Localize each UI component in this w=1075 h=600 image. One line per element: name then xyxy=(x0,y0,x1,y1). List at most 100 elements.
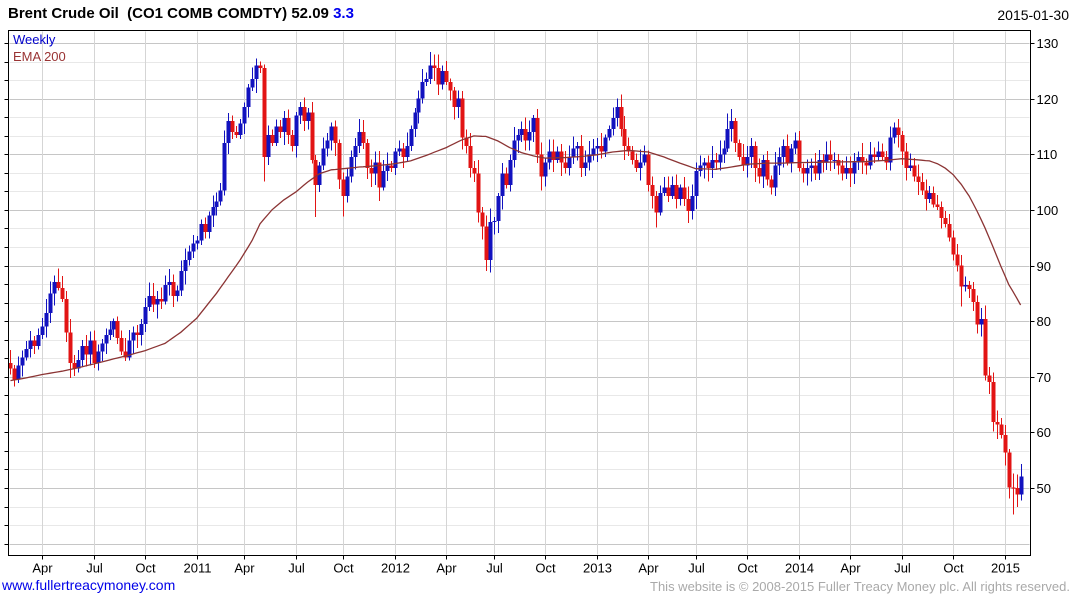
candle-body-down xyxy=(674,184,679,199)
candle-body-down xyxy=(975,302,980,325)
candle-body-down xyxy=(951,237,956,255)
candle-body-down xyxy=(634,159,639,169)
candle-body-down xyxy=(369,168,374,174)
x-axis-label: Oct xyxy=(737,561,758,576)
candle-body-up xyxy=(809,165,814,169)
plot-frame xyxy=(8,30,1031,556)
candle-body-down xyxy=(203,223,208,233)
candle-body-down xyxy=(468,145,473,169)
candle-body-down xyxy=(848,168,853,174)
candle-body-up xyxy=(36,335,41,347)
candle-body-up xyxy=(908,165,913,169)
candle-body-down xyxy=(880,151,885,158)
candle-body-down xyxy=(310,112,315,160)
candle-body-down xyxy=(480,212,485,227)
candle-body-up xyxy=(357,132,362,146)
candle-body-up xyxy=(496,195,501,221)
candle-body-down xyxy=(476,173,481,213)
candle-body-up xyxy=(658,193,663,213)
candle-body-down xyxy=(234,132,239,135)
candle-body-down xyxy=(650,184,655,196)
candle-body-down xyxy=(630,151,635,160)
candle-body-up xyxy=(488,222,493,260)
candle-body-down xyxy=(967,284,972,289)
candle-body-down xyxy=(504,173,509,185)
candle-body-down xyxy=(230,120,235,132)
candle-body-up xyxy=(516,134,521,141)
candle-body-down xyxy=(1007,452,1012,488)
candle-body-up xyxy=(321,148,326,166)
candle-body-up xyxy=(892,127,897,138)
candle-body-up xyxy=(852,162,857,174)
candle-body-up xyxy=(44,312,49,327)
candle-body-up xyxy=(167,282,172,285)
candle-body-up xyxy=(856,157,861,163)
candle-body-up xyxy=(405,145,410,158)
candle-body-down xyxy=(436,68,441,85)
candle-body-down xyxy=(860,157,865,163)
candle-body-up xyxy=(222,143,227,191)
website-link[interactable]: www.fullertreacymoney.com xyxy=(2,577,176,593)
candle-body-up xyxy=(242,106,247,124)
y-axis-label: 80 xyxy=(1037,314,1051,329)
candle-body-up xyxy=(718,154,723,163)
candle-body-up xyxy=(111,321,116,330)
candle-body-down xyxy=(995,421,1000,425)
candle-body-down xyxy=(333,126,338,144)
candle-body-up xyxy=(745,157,750,166)
candle-body-down xyxy=(797,140,802,169)
y-axis-label: 60 xyxy=(1037,425,1051,440)
candle-body-down xyxy=(920,182,925,191)
candle-body-up xyxy=(1019,476,1024,495)
candle-body-down xyxy=(757,168,762,177)
candle-body-up xyxy=(179,271,184,291)
candle-body-up xyxy=(773,165,778,188)
candle-body-up xyxy=(385,165,390,171)
candle-body-up xyxy=(397,148,402,152)
candle-body-up xyxy=(575,145,580,149)
candle-body-down xyxy=(559,151,564,163)
candle-body-up xyxy=(48,293,53,313)
candle-body-up xyxy=(805,168,810,174)
x-axis-label: Oct xyxy=(333,561,354,576)
candle-body-up xyxy=(187,251,192,260)
candle-body-down xyxy=(959,265,964,287)
x-axis-label: Jul xyxy=(894,561,911,576)
candle-body-down xyxy=(563,162,568,169)
candle-body-up xyxy=(591,148,596,155)
y-axis-label: 120 xyxy=(1037,92,1059,107)
candle-body-up xyxy=(191,243,196,252)
candle-body-down xyxy=(72,362,77,369)
candle-body-down xyxy=(377,162,382,188)
candle-body-down xyxy=(840,165,845,174)
candle-body-down xyxy=(912,165,917,177)
candle-body-down xyxy=(84,346,89,355)
candle-body-down xyxy=(682,187,687,199)
candle-body-up xyxy=(694,170,699,196)
candle-body-up xyxy=(139,323,144,336)
candle-body-up xyxy=(250,79,255,88)
candle-body-down xyxy=(904,151,909,169)
candle-body-up xyxy=(214,201,219,208)
candle-body-up xyxy=(587,154,592,163)
candle-body-down xyxy=(900,134,905,152)
candle-body-up xyxy=(567,157,572,169)
candle-body-up xyxy=(817,159,822,174)
candle-body-up xyxy=(729,120,734,130)
candle-body-down xyxy=(737,143,742,158)
candle-body-down xyxy=(939,207,944,219)
candle-body-down xyxy=(115,321,120,338)
candle-body-down xyxy=(935,204,940,208)
candle-body-up xyxy=(207,215,212,233)
candle-body-down xyxy=(8,362,13,369)
candle-body-up xyxy=(543,162,548,177)
candle-body-up xyxy=(876,151,881,158)
candle-body-up xyxy=(832,159,837,161)
candle-body-up xyxy=(211,207,216,216)
candle-body-down xyxy=(68,332,73,363)
candle-body-up xyxy=(603,137,608,152)
candle-body-down xyxy=(813,165,818,174)
candle-body-down xyxy=(92,340,97,363)
candle-body-down xyxy=(151,296,156,305)
